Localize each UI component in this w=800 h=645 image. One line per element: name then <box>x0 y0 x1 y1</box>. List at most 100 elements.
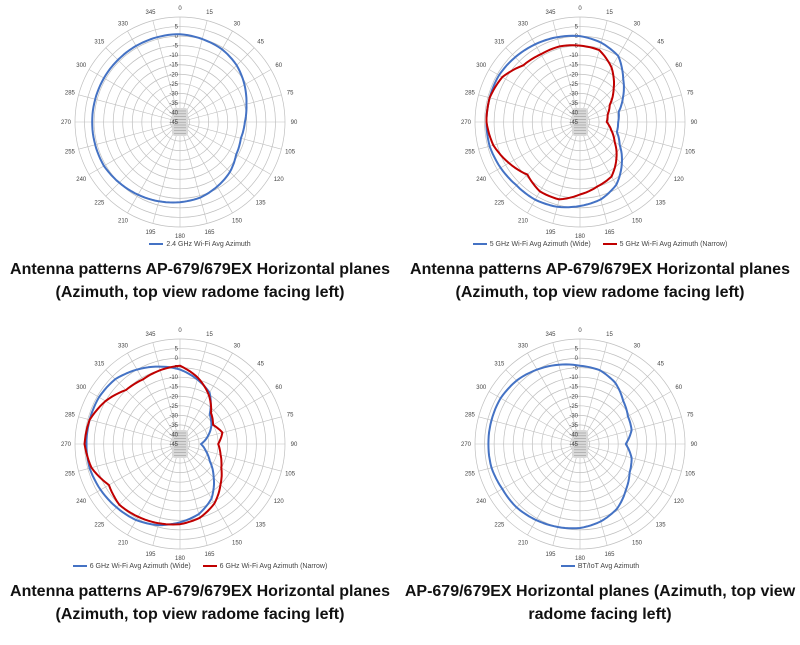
polar-grid <box>74 16 286 228</box>
angle-tick-label: 180 <box>175 234 186 240</box>
polar-grid <box>474 16 686 228</box>
angle-tick-label: 45 <box>257 361 264 367</box>
grid-spoke <box>88 443 181 497</box>
polar-plot: 0 15 30 45 60 75 90 105 120 135 150 165 180 195 210 225… <box>461 6 698 240</box>
grid-spoke <box>527 352 581 445</box>
radial-tick-label: -10 <box>169 375 178 381</box>
angle-tick-label: 75 <box>687 90 694 96</box>
legend: 5 GHz Wi-Fi Avg Azimuth (Wide) 5 GHz Wi-… <box>400 241 800 248</box>
radial-tick-label: -30 <box>569 91 578 97</box>
series-line-1 <box>83 364 224 526</box>
angle-tick-label: 255 <box>65 150 76 156</box>
angle-tick-label: 75 <box>287 412 294 418</box>
caption-subtitle: (Azimuth, top view radome facing left) <box>455 284 745 301</box>
grid-spoke <box>505 443 581 519</box>
angle-tick-label: 90 <box>291 442 298 448</box>
grid-spoke <box>105 121 181 197</box>
series-line-0 <box>85 365 215 527</box>
grid-spoke <box>179 342 208 445</box>
grid-spoke <box>179 121 255 197</box>
grid-spoke <box>527 443 581 536</box>
angle-tick-label: 15 <box>206 332 213 338</box>
radial-tick-label: 0 <box>175 34 179 40</box>
grid-spoke <box>179 443 233 536</box>
radial-tick-label: -40 <box>169 432 178 438</box>
radial-tick-label: -25 <box>169 82 178 88</box>
angle-tick-label: 210 <box>118 219 129 225</box>
polar-plot: 0 15 30 45 60 75 90 105 120 135 150 165 180 195 210 225… <box>461 328 698 562</box>
angle-tick-label: 150 <box>632 219 643 225</box>
radial-tick-label: -20 <box>169 394 178 400</box>
angle-tick-label: 105 <box>685 472 696 478</box>
radial-tick-label: -15 <box>569 385 578 391</box>
ap-device-icon <box>572 430 588 458</box>
chart-caption: Antenna patterns AP-679/679EX Horizontal… <box>400 258 800 304</box>
grid-spoke <box>179 443 208 546</box>
angle-tick-label: 105 <box>285 472 296 478</box>
caption-subtitle: radome facing left) <box>528 606 672 623</box>
grid-spoke <box>478 121 581 150</box>
angle-tick-label: 0 <box>178 328 182 334</box>
legend: 2.4 GHz Wi-Fi Avg Azimuth <box>0 241 400 248</box>
radial-tick-label: -35 <box>169 423 178 429</box>
angle-tick-label: 165 <box>604 552 615 558</box>
angle-tick-label: 15 <box>206 10 213 16</box>
grid-spoke <box>179 47 255 123</box>
grid-spoke <box>127 352 181 445</box>
angle-tick-label: 225 <box>494 201 505 207</box>
grid-spoke <box>579 443 608 546</box>
grid-spoke <box>579 121 672 175</box>
caption-subtitle: (Azimuth, top view radome facing left) <box>55 284 345 301</box>
grid-spoke <box>579 342 608 445</box>
legend-swatch <box>149 243 164 246</box>
angle-tick-label: 90 <box>691 120 698 126</box>
grid-spoke <box>579 94 682 123</box>
angle-tick-label: 120 <box>674 177 685 183</box>
radial-tick-label: -20 <box>169 72 178 78</box>
angle-tick-label: 60 <box>275 385 282 391</box>
grid-spoke <box>579 121 608 224</box>
angle-tick-label: 255 <box>465 150 476 156</box>
angle-tick-label: 135 <box>256 201 267 207</box>
angle-tick-label: 225 <box>94 523 105 529</box>
angle-tick-label: 180 <box>575 234 586 240</box>
angle-tick-label: 105 <box>285 150 296 156</box>
radial-tick-label: -25 <box>569 82 578 88</box>
legend-swatch <box>472 243 487 246</box>
angle-tick-label: 330 <box>518 343 529 349</box>
grid-spoke <box>505 121 581 197</box>
angle-tick-label: 240 <box>476 499 487 505</box>
radial-tick-label: -5 <box>173 44 179 50</box>
legend-entry-0: 2.4 GHz Wi-Fi Avg Azimuth <box>149 241 251 248</box>
radial-tick-label: -30 <box>169 413 178 419</box>
radial-tick-label: -15 <box>169 63 178 69</box>
grid-spoke <box>579 443 672 497</box>
radial-tick-label: -35 <box>569 423 578 429</box>
angle-tick-label: 225 <box>494 523 505 529</box>
grid-spoke <box>179 416 282 445</box>
grid-spoke <box>505 369 581 445</box>
grid-spoke <box>579 369 655 445</box>
grid-spoke <box>579 121 633 214</box>
angle-tick-label: 345 <box>545 332 556 338</box>
caption-title: Antenna patterns AP-679/679EX Horizontal… <box>410 261 790 278</box>
angle-tick-label: 240 <box>476 177 487 183</box>
angle-tick-label: 225 <box>94 201 105 207</box>
radial-tick-label: 5 <box>575 347 579 353</box>
angle-tick-label: 330 <box>118 343 129 349</box>
radial-tick-label: -45 <box>169 120 178 126</box>
series-line-0 <box>485 34 625 209</box>
polar-grid <box>474 338 686 550</box>
angle-tick-label: 105 <box>685 150 696 156</box>
angle-tick-label: 210 <box>518 541 529 547</box>
angle-tick-label: 165 <box>204 552 215 558</box>
ap-device-icon <box>572 108 588 136</box>
angle-tick-label: 330 <box>518 21 529 27</box>
radial-tick-label: 0 <box>575 34 579 40</box>
angle-tick-label: 150 <box>232 541 243 547</box>
angle-tick-label: 255 <box>65 472 76 478</box>
grid-spoke <box>152 443 181 546</box>
angle-tick-label: 165 <box>604 230 615 236</box>
radial-tick-label: 5 <box>175 347 179 353</box>
angle-tick-label: 345 <box>145 10 156 16</box>
